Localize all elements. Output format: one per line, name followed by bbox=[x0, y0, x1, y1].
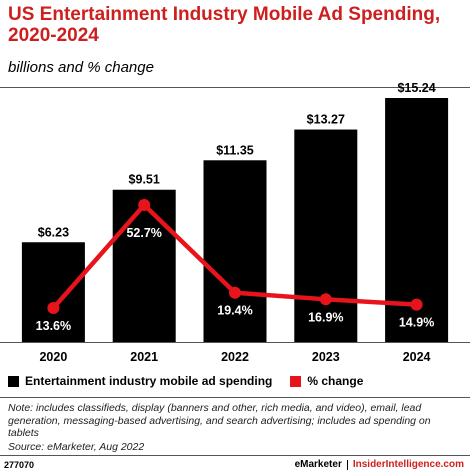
bar-value-label-2023: $13.27 bbox=[307, 113, 345, 127]
bar-2020 bbox=[21, 242, 85, 342]
x-axis-line bbox=[0, 342, 470, 343]
x-tick-label-2020: 2020 bbox=[39, 350, 67, 364]
pct-change-point-2020 bbox=[47, 302, 60, 314]
legend-swatch-bar bbox=[8, 375, 19, 387]
x-tick-label-2023: 2023 bbox=[312, 350, 340, 364]
x-tick-label-2021: 2021 bbox=[130, 350, 158, 364]
bar-value-label-2021: $9.51 bbox=[129, 173, 160, 187]
bar-value-label-2020: $6.23 bbox=[38, 225, 69, 239]
pct-change-point-2024 bbox=[410, 298, 423, 311]
legend-swatch-line bbox=[290, 375, 302, 387]
pct-change-label-2021: 52.7% bbox=[126, 226, 161, 240]
bar-2022 bbox=[203, 160, 267, 342]
pct-change-point-2023 bbox=[319, 293, 332, 306]
bar-value-label-2024: $15.24 bbox=[397, 81, 435, 95]
footer-brand: eMarketer InsiderIntelligence.com bbox=[295, 459, 464, 470]
legend-label-bar: Entertainment industry mobile ad spendin… bbox=[25, 374, 273, 388]
legend-item-bar: Entertainment industry mobile ad spendin… bbox=[8, 374, 272, 388]
chart-plot: $6.23 $9.51 $11.35 $13.27 $15.24 13.6% 52.7% 19… bbox=[21, 81, 449, 364]
bar-value-label-2022: $11.35 bbox=[216, 143, 254, 157]
footer-rule bbox=[0, 455, 470, 456]
legend-label-line: % change bbox=[307, 374, 364, 388]
pct-change-label-2020: 13.6% bbox=[36, 319, 71, 333]
brand-emarketer: eMarketer bbox=[294, 459, 342, 470]
chart-subtitle: billions and % change bbox=[8, 59, 154, 76]
legend: Entertainment industry mobile ad spendin… bbox=[8, 373, 381, 389]
brand-insider-intelligence: InsiderIntelligence.com bbox=[352, 459, 464, 470]
pct-change-label-2024: 14.9% bbox=[399, 316, 434, 330]
pct-change-point-2021 bbox=[138, 199, 151, 211]
x-tick-label-2024: 2024 bbox=[403, 350, 431, 364]
chart-id: 277070 bbox=[4, 460, 35, 470]
x-tick-label-2022: 2022 bbox=[221, 350, 249, 364]
footnote-source: Source: eMarketer, Aug 2022 bbox=[8, 441, 145, 453]
bar-2021 bbox=[112, 189, 176, 342]
pct-change-label-2022: 19.4% bbox=[217, 304, 252, 318]
bar-2023 bbox=[294, 129, 358, 342]
top-rule bbox=[0, 87, 470, 88]
pct-change-point-2022 bbox=[229, 286, 241, 299]
legend-item-line: % change bbox=[290, 374, 363, 388]
chart-title: US Entertainment Industry Mobile Ad Spen… bbox=[8, 4, 441, 46]
pct-change-label-2023: 16.9% bbox=[308, 310, 343, 324]
footnote-note: Note: includes classifieds, display (ban… bbox=[8, 402, 431, 439]
brand-divider bbox=[346, 459, 348, 470]
note-rule bbox=[0, 397, 470, 398]
